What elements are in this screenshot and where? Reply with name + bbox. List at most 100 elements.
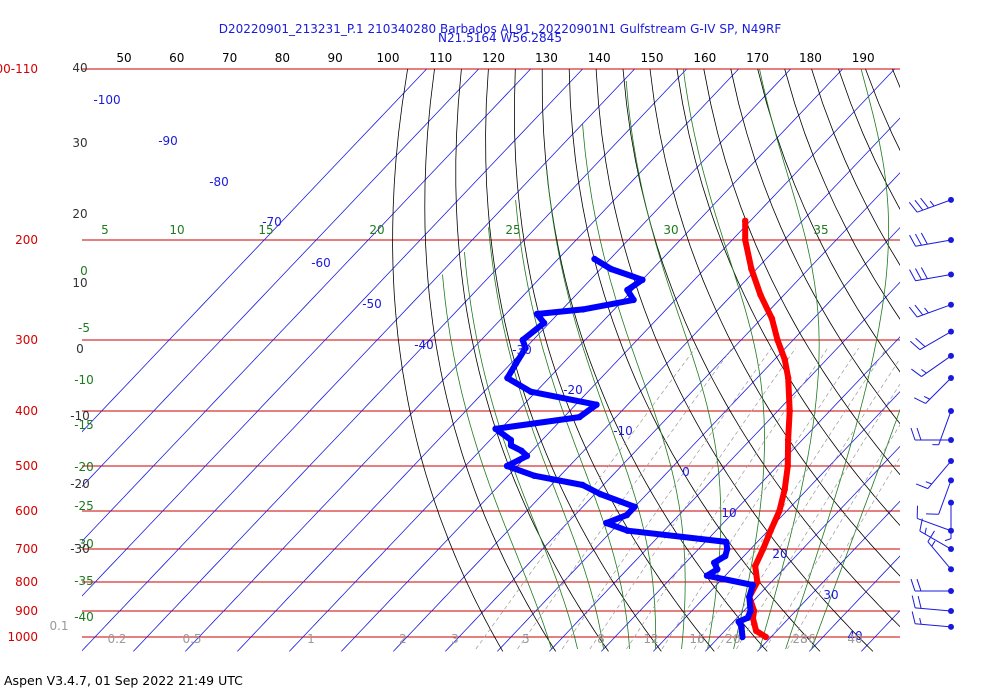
pressure-tick-label: 700 <box>15 542 38 556</box>
moist-adiabat-line <box>682 68 765 650</box>
temperature-profile-point <box>768 315 776 322</box>
theta-tick-label: 150 <box>641 51 664 65</box>
mixing-ratio-line <box>517 347 733 650</box>
wind-barb-half <box>923 395 931 400</box>
wind-barb-flag <box>910 340 921 351</box>
dewpoint-profile-point <box>507 436 515 444</box>
isotherm-line <box>82 68 531 542</box>
dry-adiabat-line <box>946 69 1000 651</box>
isotherm-line <box>809 555 900 652</box>
wind-barb-flag <box>911 595 916 608</box>
moist-adiabat-line <box>625 80 722 650</box>
isotherm-line <box>861 610 900 652</box>
wind-barb <box>915 458 954 490</box>
temperature-profile-point <box>752 562 759 570</box>
wind-barb-flag <box>916 578 922 592</box>
wind-barb <box>908 196 954 213</box>
moist-adiabat-label: 20 <box>72 207 87 221</box>
wind-barb-flag <box>914 304 924 316</box>
dry-adiabat-label: -10 <box>74 373 94 387</box>
dewpoint-profile-point <box>579 481 586 489</box>
wind-barb-half <box>919 618 922 625</box>
chart-title: D20220901_213231_P.1 210340280 Barbados … <box>219 22 782 36</box>
dry-adiabat-line <box>513 68 715 652</box>
temperature-profile-point <box>776 507 783 515</box>
wind-barb-flag <box>916 427 922 441</box>
footer-text: Aspen V3.4.7, 01 Sep 2022 21:49 UTC <box>4 673 243 688</box>
mixing-ratio-label: 0.2 <box>107 632 126 646</box>
wind-barb <box>910 578 954 595</box>
temperature-profile-point <box>742 217 749 224</box>
dewpoint-profile-point <box>738 628 746 636</box>
isotherm-label: -40 <box>414 338 434 352</box>
dry-adiabat-label: -5 <box>78 321 90 335</box>
dry-adiabat-line <box>595 68 874 652</box>
dry-adiabat-line <box>622 68 900 628</box>
wind-barb-flag <box>910 427 916 441</box>
dewpoint-profile-point <box>703 572 711 579</box>
temperature-profile-point <box>754 578 761 586</box>
wind-barb-flag <box>915 337 926 348</box>
moist-adiabat-label: 30 <box>72 136 87 150</box>
moist-adiabat-label: 40 <box>72 61 87 75</box>
dry-adiabat-line <box>676 68 900 527</box>
mixing-ratio-label: 5 <box>522 632 530 646</box>
wind-barb-flag <box>920 197 929 209</box>
thermo-grid <box>82 68 1000 652</box>
wind-barb-flag <box>910 578 916 592</box>
isotherm-line <box>445 172 900 652</box>
wind-barb <box>919 518 954 553</box>
isotherm-line <box>653 391 900 652</box>
dewpoint-profile-point <box>533 310 541 318</box>
wind-barb-shaft <box>938 480 952 515</box>
dewpoint-profile-point <box>738 623 745 631</box>
wind-barb <box>909 267 954 282</box>
temperature-profile-point <box>774 336 781 344</box>
wind-barb-half <box>925 481 932 485</box>
theta-tick-label: 50 <box>116 51 131 65</box>
isotherm-label: 0 <box>682 465 690 479</box>
isotherm-line <box>185 68 739 652</box>
moist-adiabat-line <box>546 168 657 649</box>
isotherm-line <box>82 68 427 433</box>
dry-adiabat-label: -25 <box>74 499 94 513</box>
dry-adiabat-line <box>730 68 900 425</box>
wind-barb-shaft <box>919 331 952 351</box>
isotherm-line <box>341 68 895 652</box>
wind-barb-half <box>944 538 952 542</box>
dewpoint-profile-point <box>507 442 515 449</box>
chart-subtitle: N21.5164 W56.2845 <box>438 31 562 45</box>
moist-adiabat-line <box>515 199 630 650</box>
dewpoint-profile-point <box>519 336 526 344</box>
mixing-ratio-line <box>764 424 900 650</box>
dry-adiabat-label: 30 <box>663 223 678 237</box>
isotherm-line <box>757 500 900 652</box>
isotherm-line <box>705 445 900 652</box>
wind-barb-flag <box>914 268 922 280</box>
dewpoint-profile-point <box>711 559 718 566</box>
isotherm-label: 20 <box>772 547 787 561</box>
dewpoint-profile-point <box>623 511 630 519</box>
isotherm-line <box>82 68 583 597</box>
wind-barb-flag <box>914 397 926 404</box>
mixing-ratio-label: 8 <box>597 632 605 646</box>
dewpoint-profile-point <box>531 472 538 479</box>
wind-barb-shaft <box>927 541 952 570</box>
wind-barb <box>944 499 954 542</box>
wind-barb-shaft <box>921 355 952 377</box>
mixing-ratio-label: 2 <box>399 632 407 646</box>
dry-adiabat-label: 5 <box>101 223 109 237</box>
wind-barb-shaft <box>927 460 952 489</box>
pressure-tick-label: 1000 <box>7 630 38 644</box>
wind-barb <box>911 611 954 630</box>
isotherm-label: -20 <box>563 383 583 397</box>
temperature-profile-point <box>752 627 760 634</box>
dewpoint-profile-point <box>744 614 751 621</box>
wind-barb-shaft <box>917 199 952 213</box>
wind-barb-flag <box>927 530 935 542</box>
isotherm-label: -90 <box>158 134 178 148</box>
wind-barb-shaft <box>915 239 952 247</box>
dewpoint-profile-point <box>527 388 534 395</box>
pressure-tick-label: 600 <box>15 504 38 518</box>
